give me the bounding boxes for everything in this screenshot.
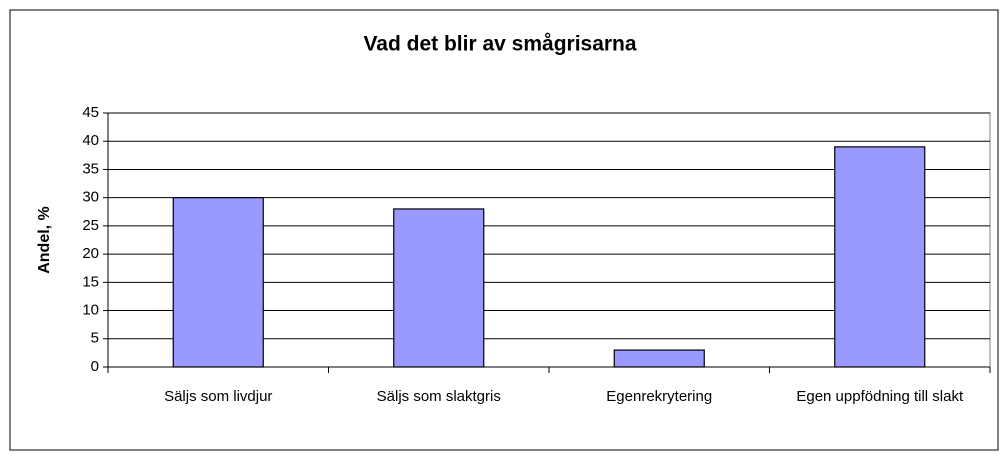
y-tick-label: 0	[91, 358, 99, 375]
x-tick-label: Egen uppfödning till slakt	[796, 388, 964, 405]
y-tick-label: 20	[82, 245, 99, 262]
x-tick-label: Säljs som slaktgris	[377, 388, 501, 405]
x-tick-label: Egenrekrytering	[606, 388, 712, 405]
y-axis-label: Andel, %	[36, 206, 53, 274]
bar	[613, 349, 705, 368]
chart-title: Vad det blir av smågrisarna	[363, 33, 636, 56]
y-tick-label: 35	[82, 160, 99, 177]
y-tick-label: 30	[82, 189, 99, 206]
y-tick-label: 15	[82, 273, 99, 290]
y-tick-label: 25	[82, 217, 99, 234]
bar	[393, 208, 485, 368]
y-tick-label: 45	[82, 104, 99, 121]
y-tick-label: 10	[82, 302, 99, 319]
bar	[172, 197, 264, 368]
y-tick-label: 5	[91, 330, 99, 347]
bar	[834, 146, 926, 368]
y-tick-label: 40	[82, 132, 99, 149]
x-tick-label: Säljs som livdjur	[164, 388, 272, 405]
